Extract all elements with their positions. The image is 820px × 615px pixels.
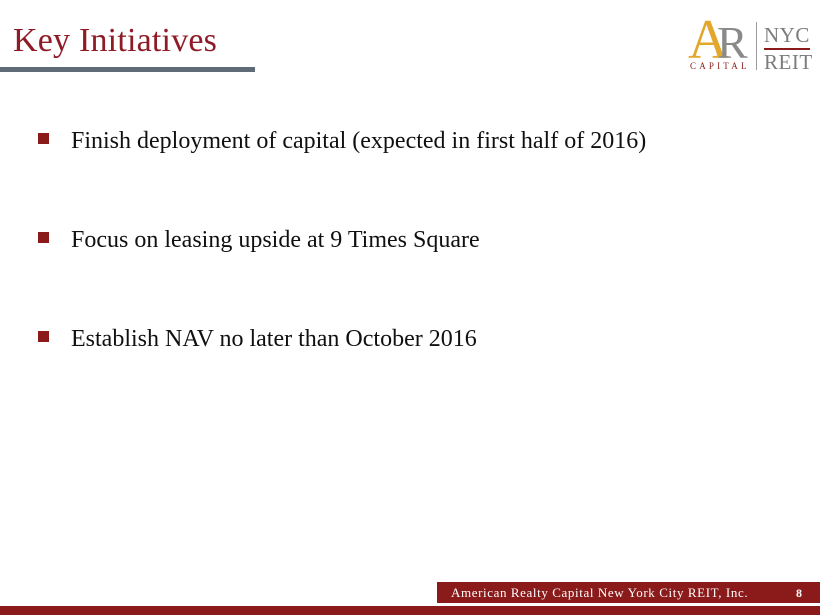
bullet-square-icon xyxy=(38,133,49,144)
logo-nyc-reit-rule xyxy=(764,48,810,50)
ar-capital-logomark: A R CAPITAL xyxy=(688,9,760,78)
bullet-text: Finish deployment of capital (expected i… xyxy=(71,128,647,154)
logo-capital-wordmark: CAPITAL xyxy=(690,61,750,71)
footer-company-name: American Realty Capital New York City RE… xyxy=(451,585,749,600)
bullet-square-icon xyxy=(38,331,49,342)
logo-nyc-text: NYC xyxy=(764,23,810,47)
bullet-square-icon xyxy=(38,232,49,243)
logo-reit-text: REIT xyxy=(764,50,813,74)
list-item: Focus on leasing upside at 9 Times Squar… xyxy=(38,223,798,257)
bullet-text: Establish NAV no later than October 2016 xyxy=(71,326,477,352)
page-title: Key Initiatives xyxy=(13,22,218,59)
bullet-text: Focus on leasing upside at 9 Times Squar… xyxy=(71,227,480,253)
list-item: Establish NAV no later than October 2016 xyxy=(38,322,798,356)
logo-letter-r-icon: R xyxy=(717,17,748,68)
company-logo: A R CAPITAL NYC REIT xyxy=(688,9,812,78)
footer-company-bar: American Realty Capital New York City RE… xyxy=(437,582,820,603)
list-item: Finish deployment of capital (expected i… xyxy=(38,124,798,158)
logo-letter-a-icon: A xyxy=(688,9,729,71)
page-number: 8 xyxy=(796,586,802,600)
footer-accent-bar xyxy=(0,606,820,615)
nyc-reit-wordmark: NYC REIT xyxy=(764,24,812,74)
title-underline-rule xyxy=(0,67,255,72)
logo-vertical-divider xyxy=(756,22,757,70)
